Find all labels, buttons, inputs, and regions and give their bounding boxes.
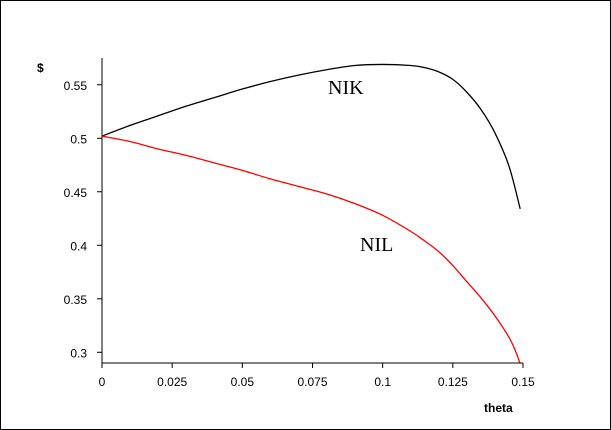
y-tick-label: 0.35	[64, 293, 88, 307]
y-ticks: 0.3 0.35 0.4 0.45 0.5 0.55	[64, 79, 102, 360]
x-tick-label: 0	[99, 375, 106, 389]
y-tick-label: 0.3	[70, 346, 87, 360]
x-tick-label: 0.075	[297, 375, 327, 389]
y-tick-label: 0.4	[70, 239, 87, 253]
x-tick-label: 0.05	[231, 375, 255, 389]
x-tick-label: 0.1	[374, 375, 391, 389]
y-tick-label: 0.45	[64, 186, 88, 200]
series-line-nik	[101, 63, 521, 210]
series-line-nil	[101, 135, 521, 365]
y-tick-label: 0.5	[70, 132, 87, 146]
x-tick-label: 0.025	[157, 375, 187, 389]
x-tick-label: 0.125	[438, 375, 468, 389]
series-label-nil: NIL	[360, 234, 393, 256]
series-layer	[101, 63, 521, 365]
y-tick-label: 0.55	[64, 79, 88, 93]
axes	[101, 58, 523, 364]
x-tick-label: 0.15	[511, 375, 535, 389]
y-axis-title: $	[37, 61, 44, 75]
x-axis-title: theta	[484, 401, 513, 415]
series-label-nik: NIK	[328, 77, 364, 99]
x-ticks: 0 0.025 0.05 0.075 0.1 0.125 0.15	[99, 363, 535, 389]
